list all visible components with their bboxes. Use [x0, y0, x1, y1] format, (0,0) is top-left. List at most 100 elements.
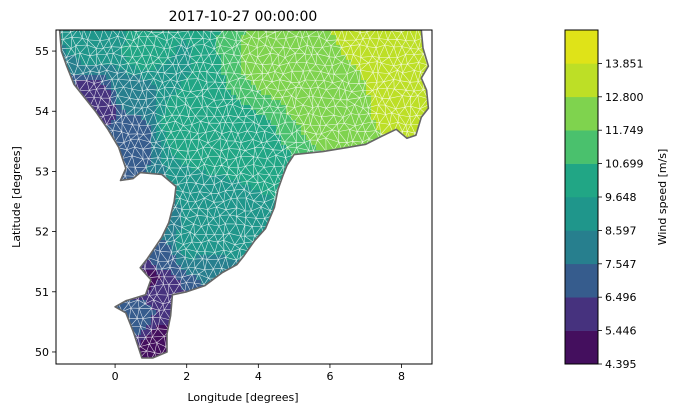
- field-cell: [171, 220, 177, 226]
- field-cell: [301, 190, 307, 196]
- field-cell: [346, 35, 352, 41]
- field-cell: [246, 315, 252, 321]
- field-cell: [91, 180, 97, 186]
- field-cell: [71, 340, 77, 346]
- field-cell: [396, 155, 402, 161]
- field-cell: [421, 65, 427, 71]
- field-cell: [316, 225, 322, 231]
- field-cell: [296, 315, 302, 321]
- field-cell: [371, 65, 377, 71]
- field-cell: [86, 175, 92, 181]
- field-cell: [416, 120, 422, 126]
- field-cell: [406, 230, 412, 236]
- field-cell: [336, 325, 342, 331]
- field-cell: [96, 170, 102, 176]
- field-cell: [186, 50, 192, 56]
- field-cell: [331, 315, 337, 321]
- field-cell: [321, 265, 327, 271]
- field-cell: [266, 170, 272, 176]
- field-cell: [201, 305, 207, 311]
- field-cell: [131, 235, 137, 241]
- field-cell: [61, 215, 67, 221]
- field-cell: [226, 90, 232, 96]
- field-cell: [251, 105, 257, 111]
- field-cell: [76, 330, 82, 336]
- field-cell: [136, 40, 142, 46]
- field-cell: [316, 75, 322, 81]
- field-cell: [151, 90, 157, 96]
- field-cell: [366, 200, 372, 206]
- field-cell: [161, 245, 167, 251]
- field-cell: [331, 105, 337, 111]
- field-cell: [191, 55, 197, 61]
- field-cell: [191, 245, 197, 251]
- field-cell: [171, 35, 177, 41]
- field-cell: [311, 65, 317, 71]
- field-cell: [111, 255, 117, 261]
- field-cell: [411, 330, 417, 336]
- field-cell: [406, 345, 412, 351]
- field-cell: [191, 225, 197, 231]
- field-cell: [146, 110, 152, 116]
- field-cell: [146, 165, 152, 171]
- field-cell: [426, 175, 429, 181]
- field-cell: [281, 330, 287, 336]
- field-cell: [126, 215, 132, 221]
- field-cell: [111, 195, 117, 201]
- field-cell: [156, 30, 162, 36]
- field-cell: [366, 245, 372, 251]
- field-cell: [251, 310, 257, 316]
- field-cell: [121, 315, 127, 321]
- field-cell: [121, 155, 127, 161]
- field-cell: [146, 30, 152, 36]
- field-cell: [276, 115, 282, 121]
- field-cell: [236, 35, 242, 41]
- field-cell: [76, 225, 82, 231]
- field-cell: [271, 150, 277, 156]
- field-cell: [156, 335, 162, 341]
- field-cell: [256, 85, 262, 91]
- field-cell: [296, 300, 302, 306]
- field-cell: [211, 290, 217, 296]
- field-cell: [371, 265, 377, 271]
- field-cell: [141, 275, 147, 281]
- field-cell: [116, 235, 122, 241]
- field-cell: [386, 210, 392, 216]
- field-cell: [411, 155, 417, 161]
- field-cell: [231, 270, 237, 276]
- field-cell: [96, 245, 102, 251]
- field-cell: [396, 320, 402, 326]
- field-cell: [261, 85, 267, 91]
- field-cell: [66, 250, 72, 256]
- field-cell: [61, 115, 67, 121]
- field-cell: [291, 215, 297, 221]
- field-cell: [396, 315, 402, 321]
- field-cell: [386, 245, 392, 251]
- field-cell: [241, 360, 246, 365]
- field-cell: [136, 115, 142, 121]
- field-cell: [346, 65, 352, 71]
- field-cell: [251, 150, 257, 156]
- field-cell: [116, 190, 122, 196]
- field-cell: [331, 310, 337, 316]
- field-cell: [136, 340, 142, 346]
- field-cell: [411, 60, 417, 66]
- field-cell: [106, 290, 112, 296]
- field-cell: [156, 350, 162, 356]
- field-cell: [59, 295, 62, 301]
- field-cell: [126, 140, 132, 146]
- field-cell: [371, 135, 377, 141]
- field-cell: [311, 35, 317, 41]
- field-cell: [301, 360, 306, 365]
- field-cell: [201, 205, 207, 211]
- field-cell: [106, 45, 112, 51]
- field-cell: [81, 260, 87, 266]
- field-cell: [341, 120, 347, 126]
- field-cell: [381, 250, 387, 256]
- field-cell: [316, 130, 322, 136]
- field-cell: [261, 150, 267, 156]
- field-cell: [96, 310, 102, 316]
- field-cell: [336, 275, 342, 281]
- field-cell: [166, 290, 172, 296]
- field-cell: [181, 135, 187, 141]
